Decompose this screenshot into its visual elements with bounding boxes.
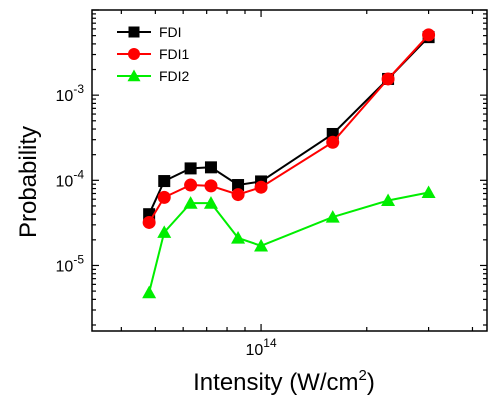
data-point-FDI2	[381, 193, 396, 207]
legend-marker-FDI2	[127, 69, 141, 82]
x-axis-title-superscript: 2	[359, 367, 367, 384]
y-axis-title: Probability	[15, 126, 42, 238]
y-tick-label: 10-5	[56, 252, 85, 275]
data-point-FDI	[184, 162, 197, 175]
x-axis-title-main: Intensity (W/cm	[193, 369, 358, 396]
y-tick-label: 10-4	[56, 167, 85, 190]
data-point-FDI2	[421, 185, 436, 199]
data-point-FDI1	[184, 178, 198, 192]
plot-frame	[91, 9, 488, 332]
data-point-FDI2	[183, 196, 198, 209]
y-tick-label-base: 10	[56, 88, 74, 105]
series-FDI1	[142, 28, 436, 229]
y-tick-label-base: 10	[56, 173, 74, 190]
data-point-FDI	[158, 175, 171, 188]
data-point-FDI1	[422, 28, 436, 42]
data-point-FDI2	[203, 196, 218, 209]
x-axis-title: Intensity (W/cm2)	[193, 367, 375, 396]
data-point-FDI2	[325, 210, 340, 223]
data-point-FDI	[232, 179, 245, 192]
x-tick-label: 1014	[245, 336, 276, 359]
data-point-FDI1	[254, 180, 268, 194]
x-tick-label-base: 10	[245, 342, 263, 359]
data-point-FDI2	[254, 238, 269, 252]
legend: FDI FDI1 FDI2	[117, 24, 190, 84]
y-tick-label-base: 10	[56, 258, 74, 275]
legend-label-FDI1: FDI1	[159, 46, 190, 62]
data-point-FDI1	[231, 188, 245, 202]
y-tick-label-exponent: -5	[73, 252, 84, 266]
legend-label-FDI: FDI	[159, 24, 182, 40]
x-tick-label-exponent: 14	[263, 336, 277, 350]
data-point-FDI1	[157, 190, 171, 204]
data-point-FDI2	[142, 285, 157, 299]
data-point-FDI1	[326, 135, 340, 149]
y-tick-label-exponent: -3	[73, 82, 84, 96]
legend-label-FDI2: FDI2	[159, 68, 190, 84]
legend-marker-FDI	[128, 26, 140, 38]
series-FDI2	[142, 185, 436, 299]
series-layer	[142, 28, 436, 299]
data-point-FDI1	[204, 179, 218, 193]
series-line-FDI1	[148, 34, 430, 224]
data-point-FDI1	[142, 215, 156, 229]
data-point-FDI2	[231, 231, 246, 244]
data-point-FDI	[204, 161, 217, 174]
data-point-FDI1	[381, 72, 395, 86]
x-axis-title-close: )	[367, 369, 375, 396]
y-tick-label-exponent: -4	[73, 167, 84, 181]
data-point-FDI2	[157, 225, 172, 238]
y-tick-label: 10-3	[56, 82, 85, 105]
legend-marker-FDI1	[128, 48, 140, 60]
